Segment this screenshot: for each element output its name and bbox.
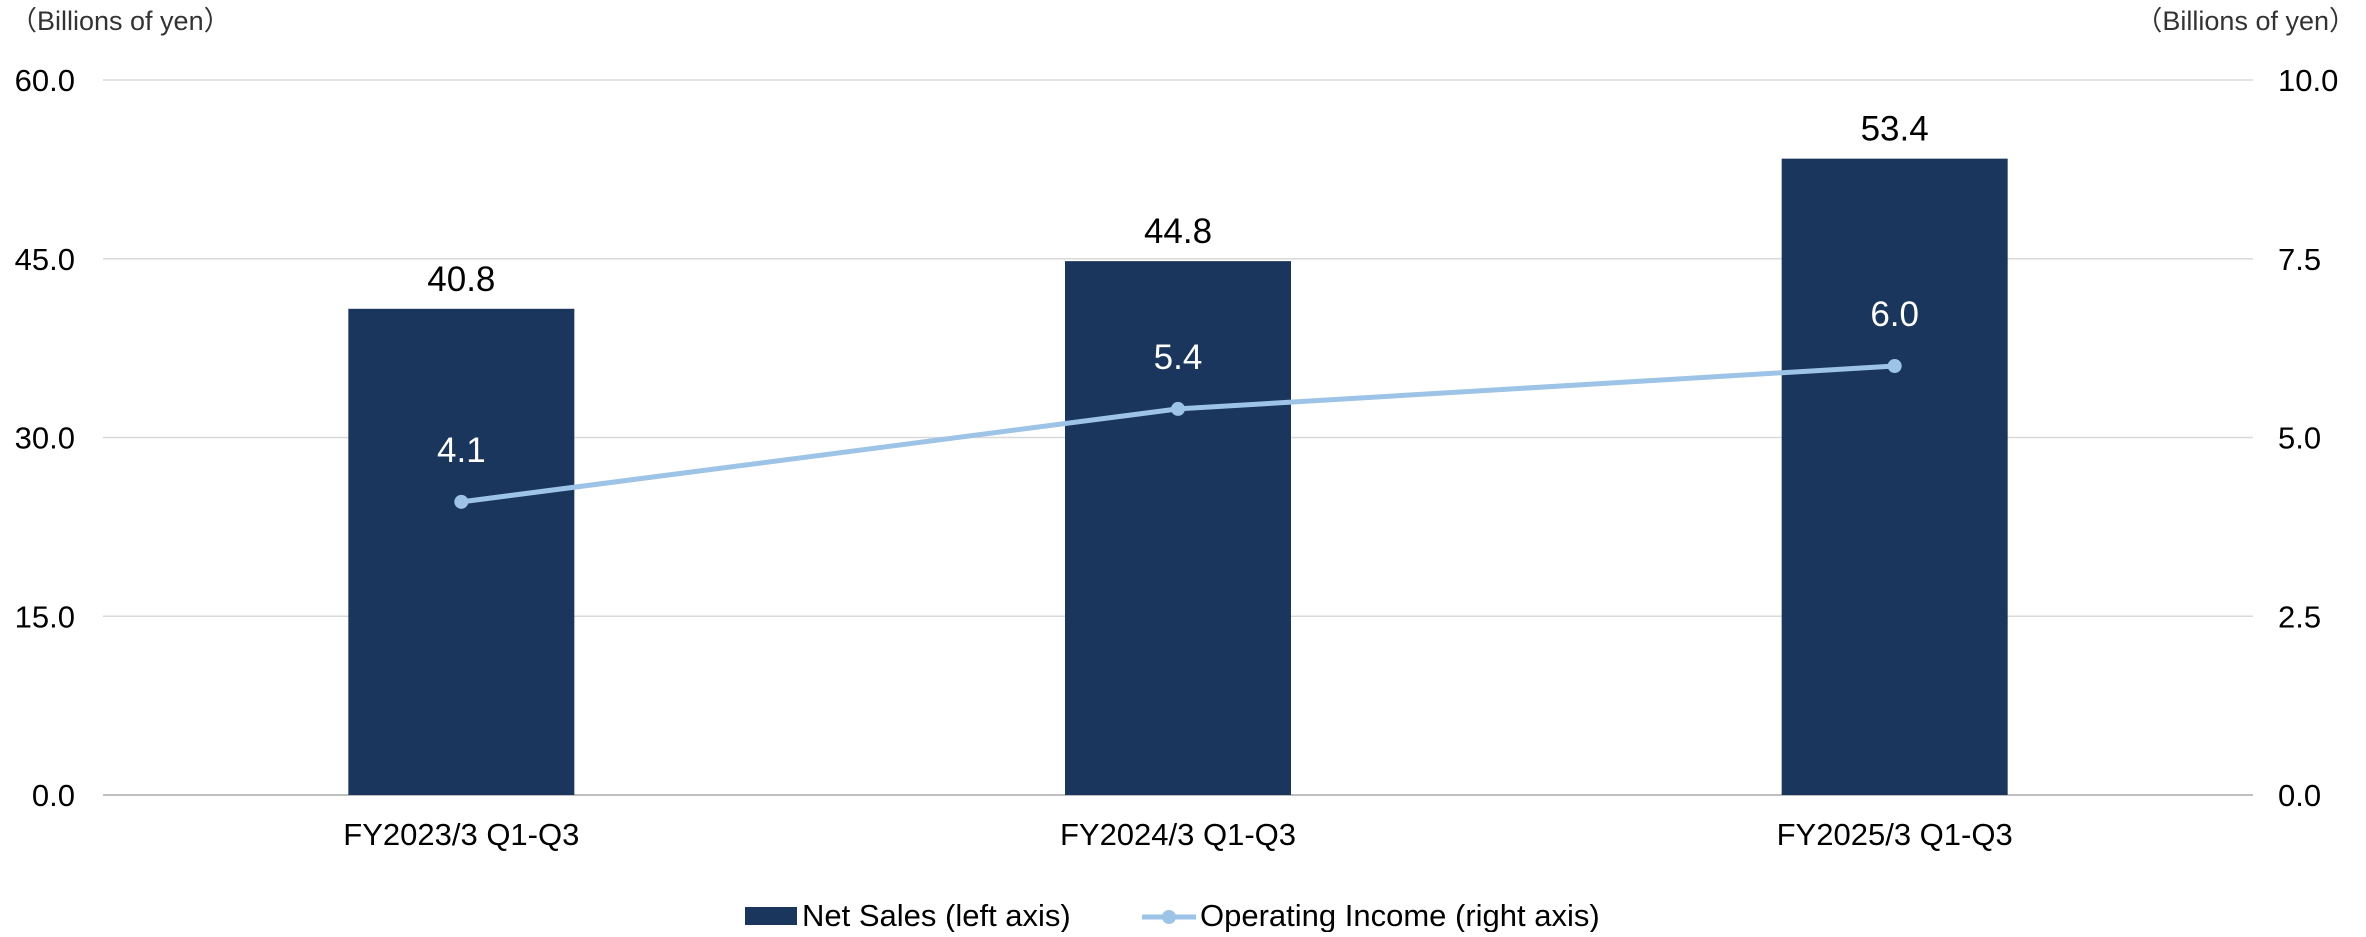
- bar-value-label: 44.8: [1144, 212, 1212, 251]
- right-axis-unit-label: （Billions of yen）: [2135, 6, 2356, 36]
- data-labels: 40.8 44.8 53.4 4.1 5.4 6.0: [427, 110, 1928, 470]
- legend-swatch-operating-income-marker: [1162, 910, 1176, 924]
- line-value-label: 5.4: [1154, 338, 1203, 377]
- bar-net-sales: [1781, 158, 2008, 795]
- left-y-tick-label: 45.0: [15, 242, 75, 277]
- right-y-tick-label: 7.5: [2278, 242, 2321, 277]
- left-y-tick-label: 60.0: [15, 63, 75, 98]
- x-category-label: FY2023/3 Q1-Q3: [343, 817, 579, 852]
- x-category-label: FY2024/3 Q1-Q3: [1060, 817, 1296, 852]
- legend: Net Sales (left axis) Operating Income (…: [745, 898, 1600, 933]
- axes: （Billions of yen） （Billions of yen） 0.0 1…: [10, 6, 2356, 852]
- left-y-tick-label: 0.0: [32, 778, 75, 813]
- legend-label-net-sales: Net Sales (left axis): [802, 898, 1071, 932]
- left-axis-unit-label: （Billions of yen）: [10, 6, 231, 36]
- left-y-tick-label: 15.0: [15, 599, 75, 634]
- line-marker: [1171, 401, 1185, 416]
- bar-net-sales: [1065, 261, 1291, 796]
- legend-label-operating-income: Operating Income (right axis): [1200, 898, 1600, 932]
- left-y-tick-label: 30.0: [15, 421, 75, 456]
- bar-value-label: 53.4: [1861, 110, 1929, 149]
- right-y-tick-label: 10.0: [2278, 63, 2338, 98]
- bar-series-net-sales: [348, 158, 2008, 796]
- bar-net-sales: [348, 308, 575, 795]
- legend-swatch-net-sales: [745, 907, 797, 925]
- line-marker: [1887, 359, 1902, 373]
- line-marker: [454, 494, 469, 509]
- line-series-operating-income: [454, 359, 1902, 509]
- line-value-label: 4.1: [437, 431, 486, 470]
- x-category-label: FY2025/3 Q1-Q3: [1777, 817, 2013, 852]
- right-y-tick-label: 0.0: [2278, 778, 2321, 813]
- right-y-tick-label: 5.0: [2278, 421, 2321, 456]
- bar-value-label: 40.8: [427, 260, 495, 299]
- right-y-tick-label: 2.5: [2278, 599, 2321, 634]
- line-value-label: 6.0: [1870, 295, 1919, 334]
